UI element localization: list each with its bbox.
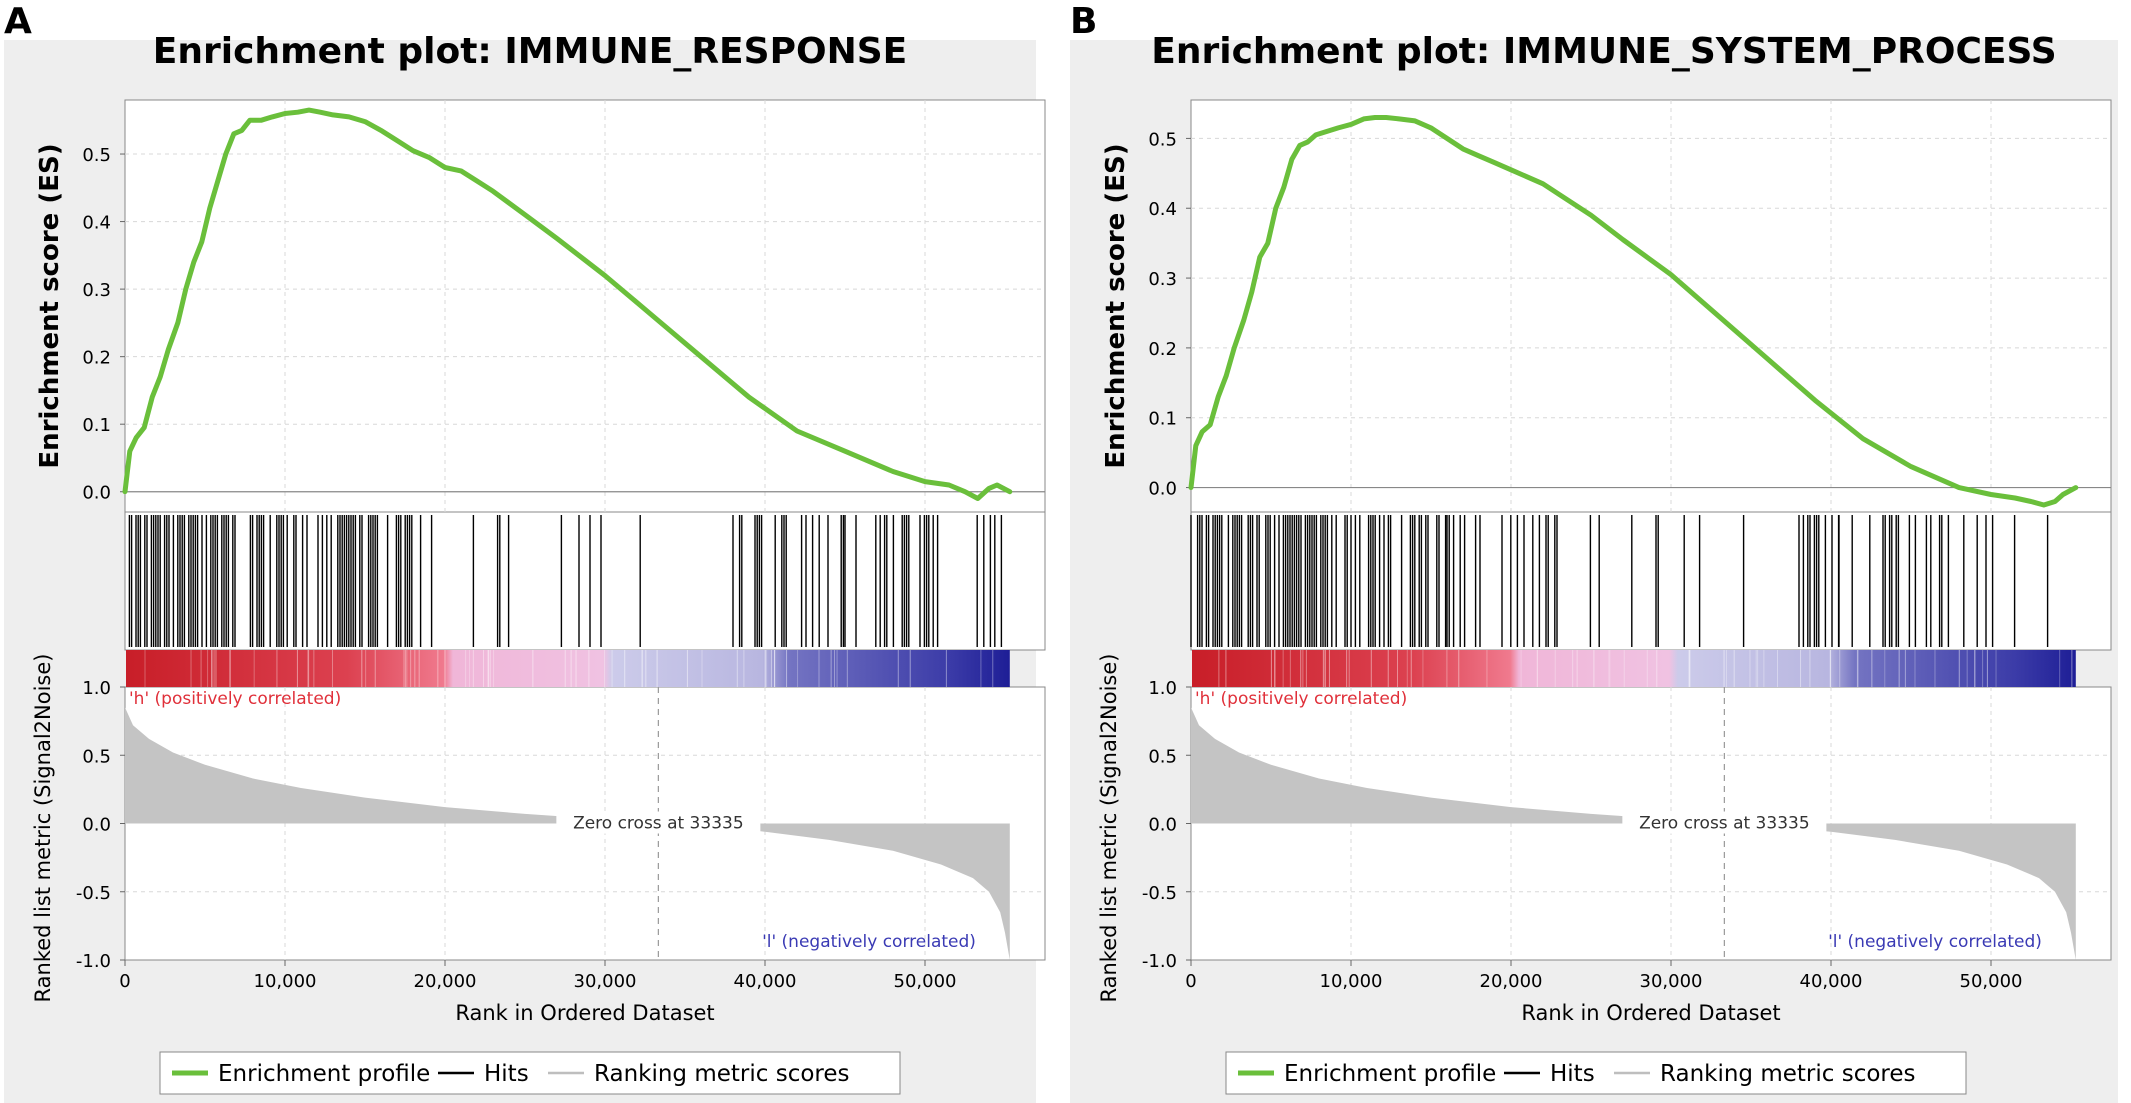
x-tick-label: 10,000 — [1320, 971, 1383, 992]
es-plot-area — [1190, 99, 2112, 513]
es-y-axis-label: Enrichment score (ES) — [1101, 143, 1131, 468]
x-tick-label: 50,000 — [1960, 971, 2023, 992]
x-tick-label: 0 — [1185, 971, 1196, 992]
metric-y-tick-label: 0.0 — [1148, 815, 1177, 836]
legend-label-2: Ranking metric scores — [1660, 1061, 1916, 1087]
enrichment-profile-line — [1188, 115, 2079, 508]
x-tick-label: 50,000 — [894, 971, 957, 992]
ranking-metric-area — [125, 707, 1010, 960]
es-y-tick-label: 0.3 — [82, 280, 111, 301]
chart-title: Enrichment plot: IMMUNE_SYSTEM_PROCESS — [1151, 31, 2056, 72]
metric-y-tick-label: -1.0 — [76, 951, 111, 972]
metric-y-axis-label: Ranked list metric (Signal2Noise) — [1097, 654, 1121, 1003]
metric-y-tick-label: 1.0 — [82, 678, 111, 699]
zero-cross-label-bg — [556, 811, 761, 834]
hits-group — [128, 515, 1003, 647]
ranking-metric-area — [1191, 707, 2076, 960]
hits-plot-area — [1190, 511, 2112, 651]
es-y-axis-label: Enrichment score (ES) — [35, 143, 65, 468]
correlation-heat-bar — [126, 650, 1010, 687]
x-tick-label: 0 — [119, 971, 130, 992]
x-tick-label: 20,000 — [414, 971, 477, 992]
es-y-tick-label: 0.4 — [82, 213, 111, 234]
zero-cross-label: Zero cross at 33335 — [1639, 814, 1810, 834]
metric-y-tick-label: 0.5 — [82, 746, 111, 767]
es-y-tick-label: 0.0 — [1148, 479, 1177, 500]
negative-correlation-label: 'l' (negatively correlated) — [1828, 932, 2042, 952]
legend: Enrichment profile Hits Ranking metric sco… — [159, 1051, 901, 1095]
legend: Enrichment profile Hits Ranking metric sco… — [1225, 1051, 1967, 1095]
es-y-tick-label: 0.0 — [82, 483, 111, 504]
panel-letter: B — [1070, 1, 1097, 42]
x-axis-label: Rank in Ordered Dataset — [455, 1001, 714, 1025]
x-tick-label: 10,000 — [254, 971, 317, 992]
x-axis-label: Rank in Ordered Dataset — [1521, 1001, 1780, 1025]
negative-correlation-label: 'l' (negatively correlated) — [762, 932, 976, 952]
x-tick-label: 30,000 — [1640, 971, 1703, 992]
panel-a: A Enrichment plot: IMMUNE_RESPONSE 0 10,000… — [4, 1, 1046, 1103]
legend-label-0: Enrichment profile — [218, 1061, 430, 1087]
metric-y-tick-label: -0.5 — [1142, 883, 1177, 904]
panel-b: B Enrichment plot: IMMUNE_SYSTEM_PROCESS 0… — [1070, 1, 2118, 1103]
hits-group — [1190, 515, 2049, 647]
es-y-tick-label: 0.3 — [1148, 269, 1177, 290]
zero-cross-label: Zero cross at 33335 — [573, 814, 744, 834]
es-y-tick-label: 0.2 — [1148, 339, 1177, 360]
positive-correlation-label: 'h' (positively correlated) — [1195, 689, 1407, 709]
metric-y-tick-label: 1.0 — [1148, 678, 1177, 699]
x-tick-label: 40,000 — [734, 971, 797, 992]
legend-label-1: Hits — [484, 1061, 529, 1087]
es-y-tick-label: 0.1 — [1148, 409, 1177, 430]
es-y-tick-label: 0.2 — [82, 348, 111, 369]
es-y-tick-label: 0.5 — [82, 145, 111, 166]
es-y-tick-label: 0.5 — [1148, 129, 1177, 150]
es-plot-area — [124, 99, 1046, 513]
metric-y-tick-label: 0.0 — [82, 815, 111, 836]
legend-box — [1225, 1051, 1967, 1095]
x-tick-label: 30,000 — [574, 971, 637, 992]
es-y-tick-label: 0.4 — [1148, 199, 1177, 220]
zero-cross-label-bg — [1622, 811, 1827, 834]
es-y-tick-label: 0.1 — [82, 415, 111, 436]
chart-title: Enrichment plot: IMMUNE_RESPONSE — [153, 31, 907, 72]
metric-y-tick-label: 0.5 — [1148, 746, 1177, 767]
metric-y-tick-label: -0.5 — [76, 883, 111, 904]
x-tick-label: 40,000 — [1800, 971, 1863, 992]
legend-label-1: Hits — [1550, 1061, 1595, 1087]
x-tick-label: 20,000 — [1480, 971, 1543, 992]
legend-label-2: Ranking metric scores — [594, 1061, 850, 1087]
metric-y-axis-label: Ranked list metric (Signal2Noise) — [31, 654, 55, 1003]
legend-box — [159, 1051, 901, 1095]
panel-letter: A — [4, 1, 32, 42]
positive-correlation-label: 'h' (positively correlated) — [129, 689, 341, 709]
enrichment-profile-line — [122, 107, 1013, 501]
legend-label-0: Enrichment profile — [1284, 1061, 1496, 1087]
metric-y-tick-label: -1.0 — [1142, 951, 1177, 972]
correlation-heat-bar — [1192, 650, 2076, 687]
